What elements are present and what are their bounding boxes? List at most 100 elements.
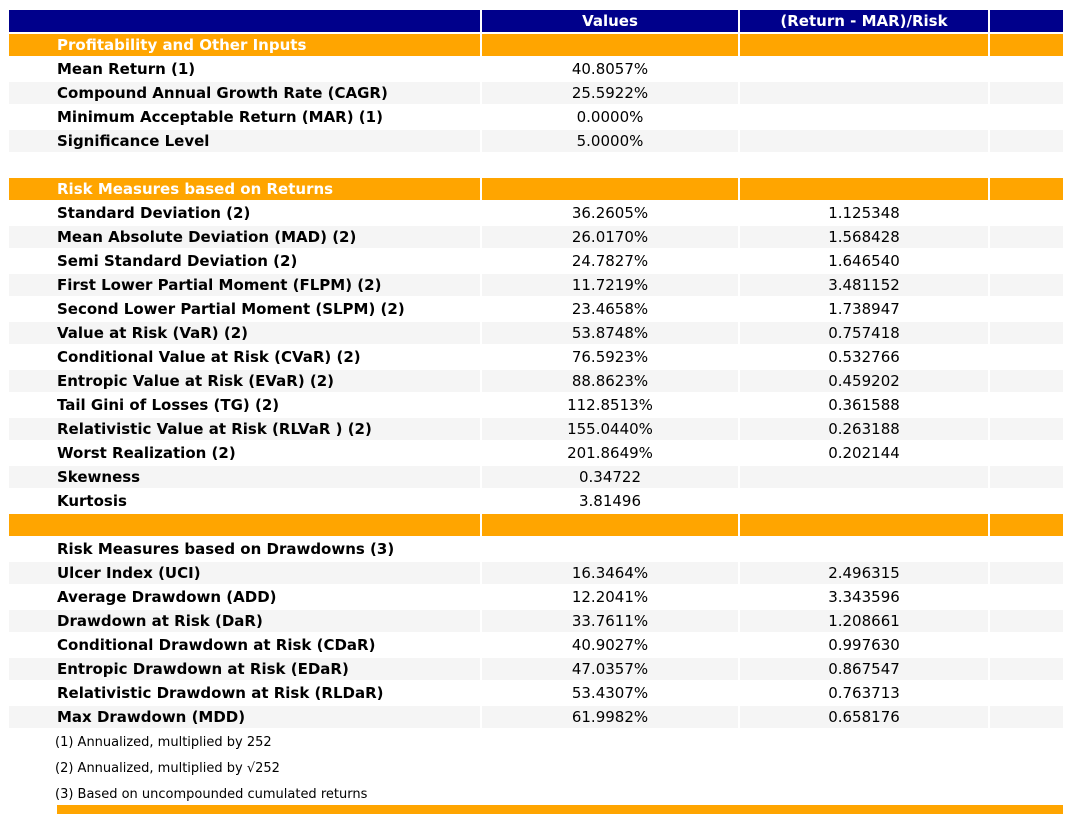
ratio-cell: 0.459202 <box>740 370 988 392</box>
table-row: Semi Standard Deviation (2) 24.7827% 1.646… <box>9 250 1063 272</box>
value-cell: 0.0000% <box>482 106 738 128</box>
row-label: Significance Level <box>9 130 480 152</box>
filler-cell <box>990 466 1063 488</box>
table-row: Entropic Value at Risk (EVaR) (2) 88.8623… <box>9 370 1063 392</box>
ratio-cell: 0.361588 <box>740 394 988 416</box>
value-cell <box>482 34 738 56</box>
row-label: Mean Return (1) <box>9 58 480 80</box>
ratio-cell: 0.658176 <box>740 706 988 728</box>
ratio-cell <box>740 106 988 128</box>
table-row: Conditional Value at Risk (CVaR) (2) 76.5… <box>9 346 1063 368</box>
row-label: Profitability and Other Inputs <box>9 34 480 56</box>
ratio-cell: 0.757418 <box>740 322 988 344</box>
filler-cell <box>990 106 1063 128</box>
row-label: Entropic Drawdown at Risk (EDaR) <box>9 658 480 680</box>
table-row: Entropic Drawdown at Risk (EDaR) 47.0357%… <box>9 658 1063 680</box>
ratio-cell <box>740 490 988 512</box>
table-row: Skewness 0.34722 <box>9 466 1063 488</box>
ratio-cell: 0.532766 <box>740 346 988 368</box>
filler-cell <box>990 274 1063 296</box>
ratio-cell <box>740 154 988 176</box>
ratio-cell: 1.738947 <box>740 298 988 320</box>
row-label: Skewness <box>9 466 480 488</box>
filler-cell <box>990 250 1063 272</box>
ratio-cell: 0.763713 <box>740 682 988 704</box>
filler-cell <box>990 58 1063 80</box>
value-cell: 23.4658% <box>482 298 738 320</box>
table-body: Profitability and Other Inputs Mean Retur… <box>9 34 1063 728</box>
filler-cell <box>990 130 1063 152</box>
ratio-cell: 1.646540 <box>740 250 988 272</box>
table-row: Mean Return (1) 40.8057% <box>9 58 1063 80</box>
value-cell: 12.2041% <box>482 586 738 608</box>
ratio-cell: 0.202144 <box>740 442 988 464</box>
ratio-cell: 0.867547 <box>740 658 988 680</box>
value-cell: 33.7611% <box>482 610 738 632</box>
row-label: Kurtosis <box>9 490 480 512</box>
filler-cell <box>990 82 1063 104</box>
value-cell: 53.4307% <box>482 682 738 704</box>
row-label: Conditional Drawdown at Risk (CDaR) <box>9 634 480 656</box>
row-label <box>9 514 480 536</box>
value-cell: 155.0440% <box>482 418 738 440</box>
row-label: Standard Deviation (2) <box>9 202 480 224</box>
value-cell: 5.0000% <box>482 130 738 152</box>
row-label: Risk Measures based on Returns <box>9 178 480 200</box>
risk-report-table: Values (Return - MAR)/Risk Profitability… <box>7 8 1065 730</box>
filler-cell <box>990 442 1063 464</box>
filler-cell <box>990 154 1063 176</box>
row-label: Average Drawdown (ADD) <box>9 586 480 608</box>
value-cell: 47.0357% <box>482 658 738 680</box>
filler-cell <box>990 418 1063 440</box>
ratio-cell: 1.208661 <box>740 610 988 632</box>
filler-cell <box>990 322 1063 344</box>
ratio-cell <box>740 82 988 104</box>
row-label: Drawdown at Risk (DaR) <box>9 610 480 632</box>
value-cell: 36.2605% <box>482 202 738 224</box>
filler-cell <box>990 706 1063 728</box>
subsection-title-row: Risk Measures based on Drawdowns (3) <box>9 538 1063 560</box>
value-cell: 24.7827% <box>482 250 738 272</box>
filler-cell <box>990 226 1063 248</box>
table-row: Drawdown at Risk (DaR) 33.7611% 1.208661 <box>9 610 1063 632</box>
filler-cell <box>990 370 1063 392</box>
row-label: Relativistic Drawdown at Risk (RLDaR) <box>9 682 480 704</box>
value-cell: 11.7219% <box>482 274 738 296</box>
footnote: (3) Based on uncompounded cumulated retu… <box>55 787 368 802</box>
table-row: Kurtosis 3.81496 <box>9 490 1063 512</box>
filler-cell <box>990 514 1063 536</box>
footnotes: (1) Annualized, multiplied by 252 (2) Ann… <box>55 736 367 814</box>
filler-cell <box>990 538 1063 560</box>
row-label: Minimum Acceptable Return (MAR) (1) <box>9 106 480 128</box>
section-header-row: Profitability and Other Inputs <box>9 34 1063 56</box>
filler-cell <box>990 202 1063 224</box>
ratio-cell <box>740 130 988 152</box>
filler-cell <box>990 682 1063 704</box>
value-cell <box>482 178 738 200</box>
ratio-cell: 3.343596 <box>740 586 988 608</box>
ratio-cell <box>740 178 988 200</box>
filler-cell <box>990 346 1063 368</box>
header-values-cell: Values <box>482 10 738 32</box>
footnote: (2) Annualized, multiplied by √252 <box>55 761 280 776</box>
filler-cell <box>990 610 1063 632</box>
table-row: Worst Realization (2) 201.8649% 0.202144 <box>9 442 1063 464</box>
row-label: Semi Standard Deviation (2) <box>9 250 480 272</box>
table-row: Value at Risk (VaR) (2) 53.8748% 0.757418 <box>9 322 1063 344</box>
filler-cell <box>990 178 1063 200</box>
row-label: Mean Absolute Deviation (MAD) (2) <box>9 226 480 248</box>
value-cell: 0.34722 <box>482 466 738 488</box>
table-row: Minimum Acceptable Return (MAR) (1) 0.000… <box>9 106 1063 128</box>
ratio-cell: 2.496315 <box>740 562 988 584</box>
value-cell: 3.81496 <box>482 490 738 512</box>
ratio-cell <box>740 514 988 536</box>
table-row: Standard Deviation (2) 36.2605% 1.125348 <box>9 202 1063 224</box>
table-row: Compound Annual Growth Rate (CAGR) 25.592… <box>9 82 1063 104</box>
value-cell: 88.8623% <box>482 370 738 392</box>
filler-cell <box>990 562 1063 584</box>
spacer-row <box>9 154 1063 176</box>
filler-cell <box>990 298 1063 320</box>
value-cell: 40.8057% <box>482 58 738 80</box>
row-label: Value at Risk (VaR) (2) <box>9 322 480 344</box>
ratio-cell: 1.568428 <box>740 226 988 248</box>
